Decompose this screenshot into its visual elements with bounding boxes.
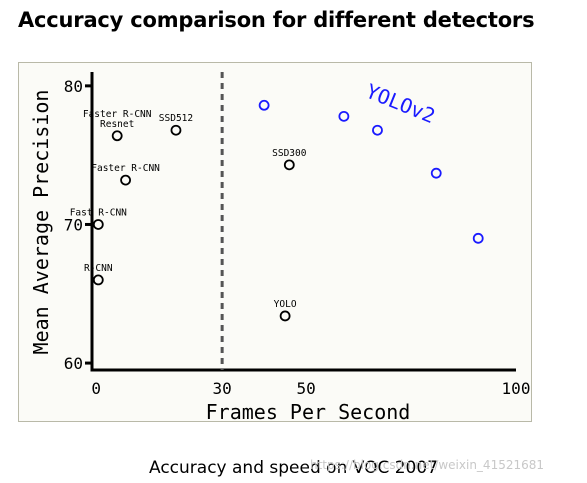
point-label: YOLO — [274, 299, 297, 310]
detector-point — [283, 159, 295, 171]
y-tick-label: 60 — [64, 354, 83, 373]
x-tick-label: 100 — [502, 379, 531, 398]
x-axis-label: Frames Per Second — [206, 400, 411, 424]
point-label: SSD512 — [159, 113, 193, 124]
y-tick-label: 70 — [64, 215, 83, 234]
yolov2-point — [258, 99, 270, 111]
point-label: Faster R-CNN — [91, 163, 160, 174]
point-label: Faster R-CNN — [83, 109, 152, 120]
detector-point — [92, 274, 104, 286]
y-axis-label: Mean Average Precision — [29, 90, 53, 355]
yolov2-point — [430, 167, 442, 179]
x-tick-label: 30 — [213, 379, 232, 398]
yolov2-series-label: YOLOv2 — [363, 79, 439, 128]
plot-area — [18, 62, 532, 422]
detector-point — [279, 310, 291, 322]
x-tick-label: 50 — [296, 379, 315, 398]
chart-caption: Accuracy and speed on VOC 2007 — [149, 458, 438, 478]
yolov2-point — [338, 110, 350, 122]
point-label: Resnet — [100, 119, 134, 130]
x-tick-label: 0 — [91, 379, 101, 398]
detector-point — [120, 174, 131, 186]
point-label: R-CNN — [84, 263, 113, 274]
yolov2-point — [472, 232, 484, 244]
yolov2-point — [372, 124, 383, 136]
watermark-text: https://blog.csdn.net/weixin_41521681 — [310, 458, 545, 472]
point-label: Fast R-CNN — [70, 207, 127, 218]
detector-point — [92, 219, 104, 230]
point-label: SSD300 — [272, 148, 307, 159]
chart-title: Accuracy comparison for different detect… — [18, 8, 535, 32]
detector-point — [170, 124, 182, 136]
detector-point — [111, 130, 123, 142]
y-tick-label: 80 — [64, 77, 83, 96]
